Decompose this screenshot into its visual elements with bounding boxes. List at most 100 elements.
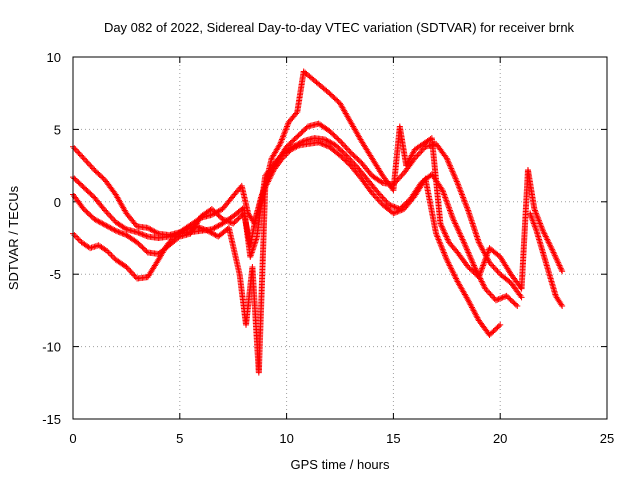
- y-tick-label: 0: [54, 195, 61, 210]
- data-point: [330, 131, 337, 138]
- data-point: [445, 261, 452, 268]
- data-point: [282, 127, 289, 134]
- data-point: [481, 258, 488, 265]
- data-point: [328, 92, 335, 99]
- data-point: [482, 256, 489, 263]
- data-point: [87, 162, 94, 169]
- data-point: [343, 145, 350, 152]
- data-point: [355, 157, 362, 164]
- data-point: [343, 152, 350, 159]
- data-point: [135, 229, 142, 236]
- data-point: [108, 252, 115, 259]
- data-point: [457, 188, 464, 195]
- data-point: [277, 139, 284, 146]
- data-point: [104, 223, 111, 230]
- data-point: [151, 228, 158, 235]
- data-point: [331, 95, 338, 102]
- data-point: [100, 206, 107, 213]
- data-point: [436, 239, 443, 246]
- data-point: [234, 216, 241, 223]
- data-point: [108, 225, 115, 232]
- grid-lines: [73, 57, 607, 419]
- data-point: [212, 224, 219, 231]
- data-point: [459, 236, 466, 243]
- data-point: [351, 153, 358, 160]
- data-point: [88, 213, 95, 220]
- data-point: [445, 159, 452, 166]
- data-point: [467, 253, 474, 260]
- data-point: [463, 245, 470, 252]
- data-point: [538, 223, 545, 230]
- data-point: [71, 175, 78, 182]
- data-point: [327, 139, 334, 146]
- data-point: [334, 143, 341, 150]
- data-point: [331, 132, 338, 139]
- data-point: [207, 229, 214, 236]
- data-point: [210, 207, 217, 214]
- data-point: [480, 262, 487, 269]
- data-point: [417, 149, 424, 156]
- data-point: [551, 250, 558, 257]
- data-point: [461, 198, 468, 205]
- data-point: [479, 279, 486, 286]
- data-point: [280, 133, 287, 140]
- data-point: [79, 153, 86, 160]
- data-point: [282, 152, 289, 159]
- data-point: [214, 211, 221, 218]
- data-point: [320, 141, 327, 148]
- data-point: [438, 221, 445, 228]
- data-point: [418, 148, 425, 155]
- data-point: [76, 151, 83, 158]
- data-point: [477, 269, 484, 276]
- data-point: [440, 227, 447, 234]
- data-point: [441, 230, 448, 237]
- data-point: [488, 292, 495, 299]
- data-point: [199, 225, 206, 232]
- data-point: [277, 140, 284, 147]
- data-point: [558, 301, 565, 308]
- data-point: [478, 266, 485, 273]
- y-tick-label: 5: [54, 122, 61, 137]
- data-point: [469, 258, 476, 265]
- data-point: [282, 126, 289, 133]
- data-point: [287, 146, 294, 153]
- data-point: [540, 229, 547, 236]
- data-point: [209, 230, 216, 237]
- tick-labels: 0 5 10 15 20 25 -15 -10 -5 0 5 10: [42, 50, 614, 446]
- data-point: [378, 200, 385, 207]
- data-point: [448, 266, 455, 273]
- x-tick-label: 10: [279, 431, 293, 446]
- data-point: [128, 269, 135, 276]
- data-point: [339, 154, 346, 161]
- data-point: [434, 235, 441, 241]
- data-point: [494, 324, 501, 331]
- data-point: [283, 151, 290, 158]
- data-point: [228, 219, 235, 226]
- data-point: [293, 143, 300, 150]
- data-point: [71, 145, 78, 152]
- data-point: [72, 146, 79, 153]
- data-point: [72, 233, 79, 240]
- data-point: [374, 195, 381, 202]
- data-point: [444, 258, 451, 265]
- data-point: [87, 190, 94, 197]
- data-point: [434, 233, 441, 240]
- data-point: [74, 148, 81, 155]
- data-point: [374, 188, 381, 195]
- data-point: [538, 224, 545, 231]
- data-point: [386, 201, 393, 208]
- data-point: [223, 217, 230, 224]
- data-point: [536, 219, 543, 226]
- data-point: [414, 152, 421, 159]
- data-point: [459, 193, 466, 200]
- data-point: [493, 266, 500, 273]
- data-point: [291, 136, 298, 143]
- data-point: [547, 243, 554, 250]
- data-point: [447, 208, 454, 215]
- data-point: [453, 177, 460, 184]
- data-point: [96, 219, 103, 226]
- data-point: [498, 295, 505, 302]
- data-point: [74, 177, 81, 184]
- data-point: [337, 152, 343, 159]
- data-point: [484, 250, 491, 257]
